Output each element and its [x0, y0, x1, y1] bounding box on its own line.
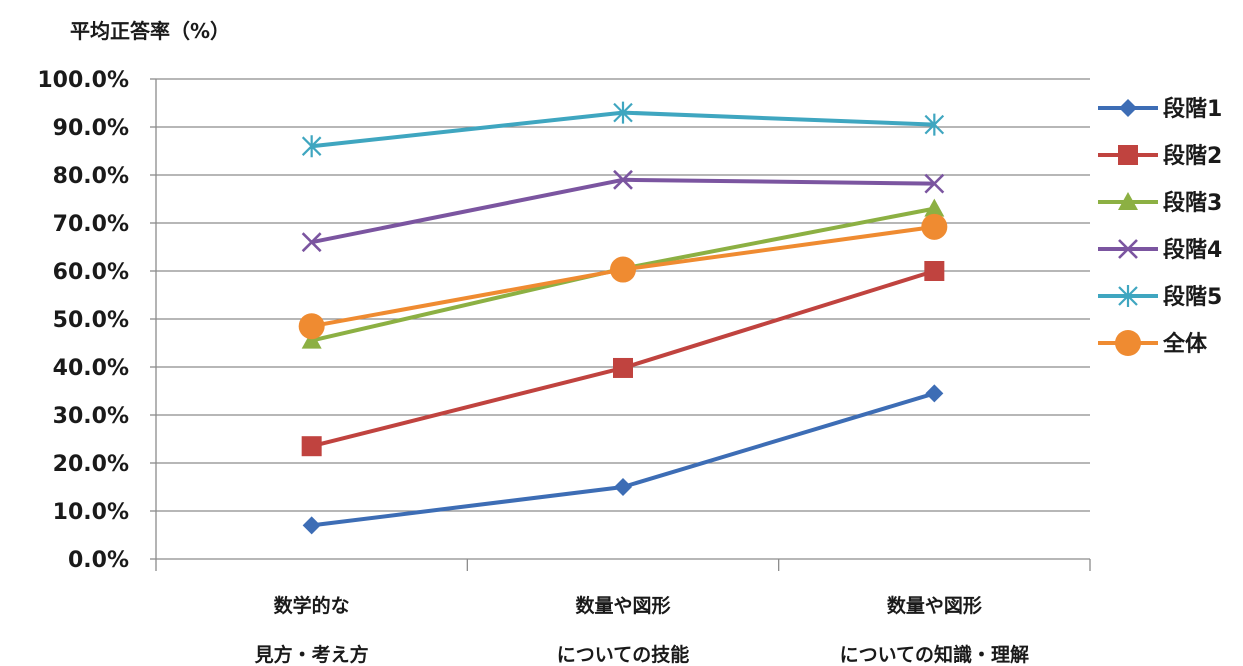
data-point: [613, 169, 633, 190]
data-point: [924, 113, 945, 136]
x-category-label: 数学的な: [274, 594, 350, 617]
legend-label: 段階3: [1163, 190, 1222, 216]
legend-entry: 段階3: [1098, 190, 1222, 216]
legend: 段階1 段階2 段階3 段階4 段階5 全体: [1098, 96, 1222, 357]
data-point: [613, 357, 633, 378]
y-tick-labels: 0.0% 10.0% 20.0% 30.0% 40.0% 50.0% 60.0% 70.0% 8…: [37, 68, 129, 573]
y-tick-label: 60.0%: [53, 260, 129, 285]
data-point: [924, 173, 945, 194]
x-category-label: 見方・考え方: [255, 643, 369, 666]
legend-marker: [1118, 239, 1138, 259]
y-tick-label: 70.0%: [53, 212, 129, 237]
series-段階2: [301, 261, 945, 457]
legend-label: 段階1: [1163, 96, 1222, 122]
data-point: [610, 256, 636, 283]
data-point: [924, 198, 945, 217]
legend-marker: [1118, 192, 1138, 210]
legend-marker: [1119, 99, 1137, 117]
y-tick-label: 80.0%: [53, 164, 129, 189]
x-category-label: 数量や図形: [887, 594, 982, 617]
series-line: [311, 177, 935, 245]
x-category-label: 数量や図形: [575, 594, 670, 617]
legend-entry: 段階1: [1098, 96, 1222, 122]
series-line: [311, 391, 935, 528]
legend-label: 段階5: [1163, 284, 1222, 310]
legend-entry: 段階4: [1098, 237, 1222, 263]
y-tick-label: 40.0%: [53, 356, 129, 381]
series-group: [298, 101, 948, 535]
data-point: [302, 516, 321, 535]
data-point: [613, 101, 633, 124]
series-全体: [298, 213, 948, 340]
y-axis-title: 平均正答率（%）: [70, 19, 230, 43]
legend-label: 段階4: [1163, 237, 1222, 263]
y-tick-label: 0.0%: [68, 548, 129, 573]
legend-label: 段階2: [1163, 143, 1222, 169]
data-point: [921, 213, 948, 240]
legend-entry: 全体: [1098, 330, 1208, 357]
data-point: [301, 135, 322, 158]
legend-label: 全体: [1162, 331, 1208, 357]
legend-marker: [1118, 285, 1138, 307]
gridlines: [156, 78, 1090, 512]
legend-marker: [1118, 145, 1138, 165]
y-tick-label: 90.0%: [53, 116, 129, 141]
y-tick-label: 30.0%: [53, 404, 129, 429]
axes: [150, 78, 1091, 571]
data-point: [614, 478, 632, 496]
data-point: [301, 330, 322, 349]
y-tick-label: 10.0%: [53, 500, 129, 525]
x-category-label: についての知識・理解: [840, 643, 1029, 666]
legend-entry: 段階5: [1098, 284, 1222, 310]
data-point: [298, 313, 325, 340]
legend-entry: 段階2: [1098, 143, 1222, 169]
y-tick-label: 100.0%: [37, 68, 129, 93]
data-point: [925, 384, 944, 403]
data-point: [301, 232, 322, 253]
x-category-label: についての技能: [557, 643, 689, 666]
data-point: [924, 261, 945, 281]
series-段階1: [302, 384, 944, 535]
y-tick-label: 20.0%: [53, 452, 129, 477]
data-point: [301, 436, 322, 457]
y-tick-label: 50.0%: [53, 308, 129, 333]
series-段階4: [301, 169, 945, 253]
legend-marker: [1115, 330, 1141, 356]
series-段階5: [301, 101, 945, 158]
